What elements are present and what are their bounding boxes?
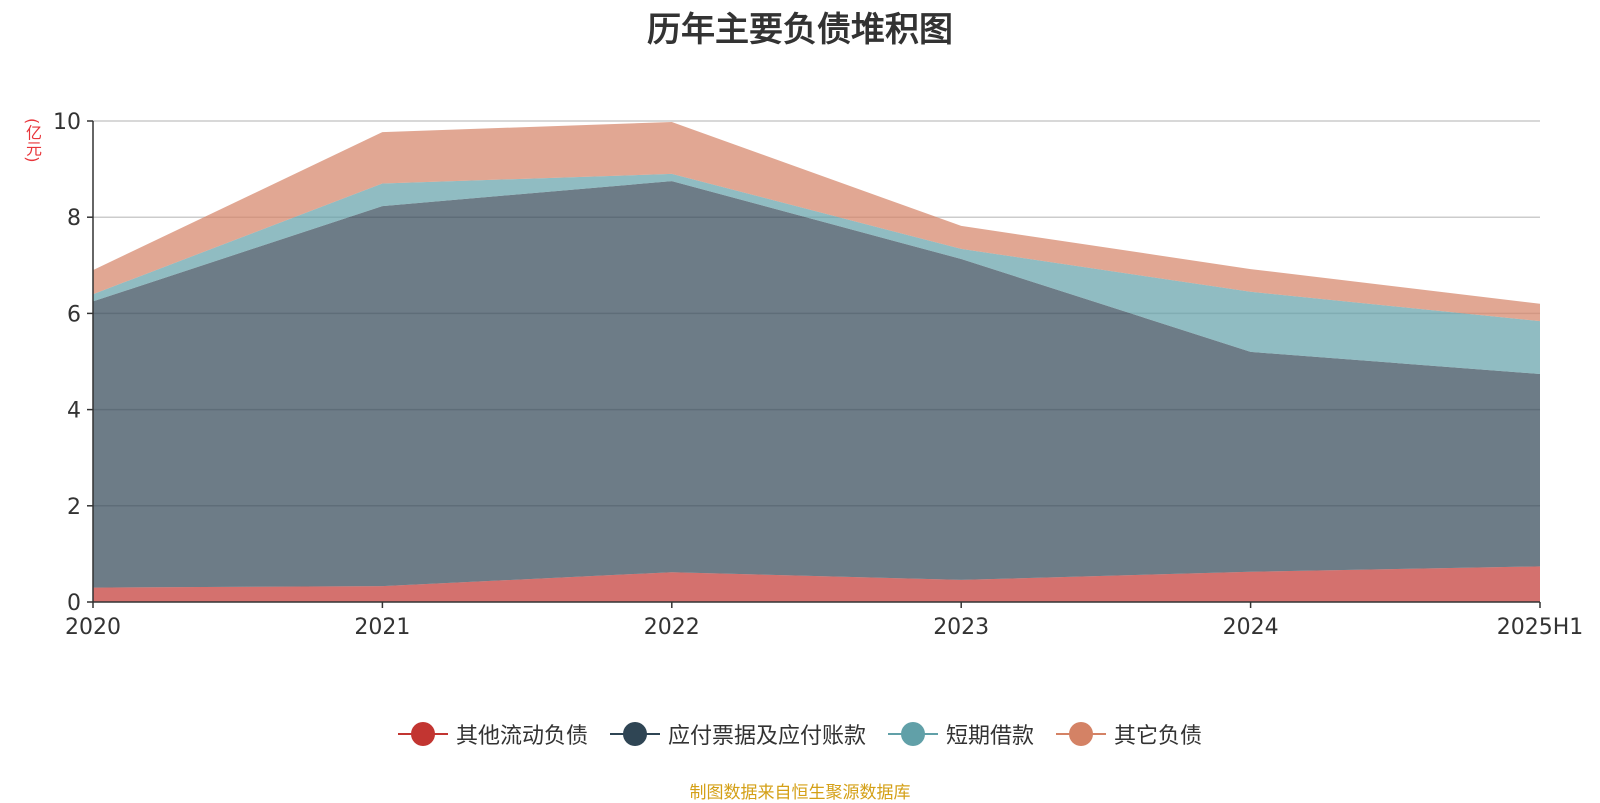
area-series-3[interactable]: [93, 122, 1540, 322]
legend-label: 其它负债: [1114, 724, 1203, 749]
y-tick-label-5: 10: [53, 110, 81, 135]
legend-label: 其他流动负债: [455, 724, 588, 749]
x-tick-label-0: 2020: [65, 615, 121, 640]
area-series: [93, 122, 1540, 602]
x-tick-label-2: 2022: [644, 615, 700, 640]
area-series-1[interactable]: [93, 181, 1540, 588]
y-tick-label-4: 8: [67, 206, 81, 231]
legend-label: 短期借款: [946, 724, 1035, 749]
source-note: 制图数据来自恒生聚源数据库: [689, 783, 911, 803]
legend-marker-icon: [397, 721, 448, 747]
y-tick-label-1: 2: [67, 495, 81, 520]
legend-item-3[interactable]: 其它负债: [1056, 718, 1202, 750]
chart-title: 历年主要负债堆积图: [647, 10, 953, 50]
legend-label: 应付票据及应付账款: [667, 724, 866, 749]
legend-item-0[interactable]: 其他流动负债: [397, 718, 588, 750]
legend-item-1[interactable]: 应付票据及应付账款: [609, 718, 866, 750]
y-tick-label-0: 0: [67, 591, 81, 616]
x-tick-label-5: 2025H1: [1497, 615, 1584, 640]
area-series-0[interactable]: [93, 566, 1540, 602]
legend: 其他流动负债 应付票据及应付账款 短期借款 其它负债: [0, 718, 1600, 750]
x-tick-label-1: 2021: [354, 615, 410, 640]
legend-marker-icon: [609, 721, 660, 747]
y-tick-label-2: 4: [67, 399, 81, 424]
x-tick-label-3: 2023: [933, 615, 989, 640]
legend-marker-icon: [888, 721, 938, 747]
legend-item-2[interactable]: 短期借款: [888, 718, 1034, 750]
area-series-2[interactable]: [93, 173, 1540, 374]
y-axis-unit-label: (亿元): [23, 118, 42, 163]
legend-marker-icon: [1056, 721, 1107, 747]
axes: 0 2 4 6 8 10 2020 2021 2022 2023 2024 2025H1: [53, 110, 1583, 640]
y-tick-label-3: 6: [67, 302, 81, 327]
x-tick-label-4: 2024: [1223, 615, 1279, 640]
